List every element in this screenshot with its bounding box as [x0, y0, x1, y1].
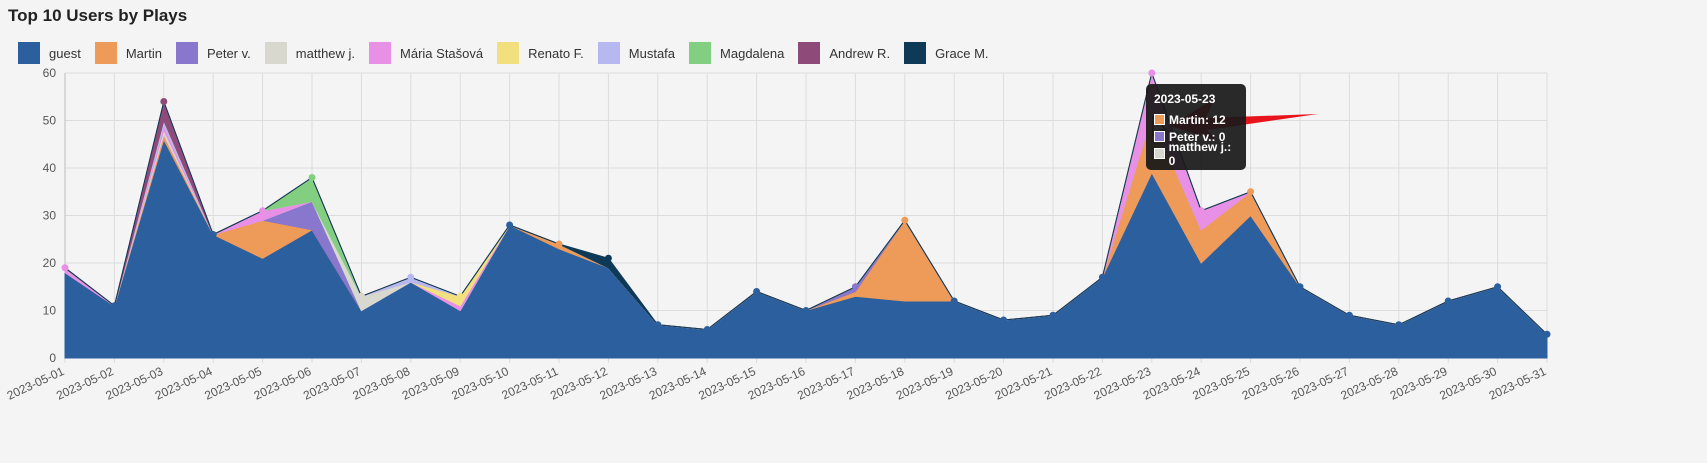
- data-point: [1098, 273, 1106, 281]
- legend-swatch: [497, 42, 520, 64]
- x-axis: 2023-05-012023-05-022023-05-032023-05-04…: [5, 364, 1549, 403]
- data-point: [1247, 188, 1255, 196]
- legend-swatch: [175, 42, 198, 64]
- data-point: [901, 216, 909, 224]
- data-point: [1148, 69, 1156, 77]
- chart-title: Top 10 Users by Plays: [8, 6, 188, 25]
- data-point: [950, 297, 958, 305]
- tooltip-swatch: [1154, 148, 1165, 159]
- tooltip-label: Martin: 12: [1169, 112, 1226, 127]
- legend-label: Martin: [125, 45, 162, 61]
- legend-label: Grace M.: [935, 45, 989, 61]
- data-point: [1197, 207, 1205, 215]
- tooltip-label: Peter v.: 0: [1169, 129, 1226, 144]
- data-point: [357, 292, 365, 300]
- data-point: [1296, 283, 1304, 291]
- legend-item-matthew[interactable]: matthew j.: [264, 42, 356, 64]
- data-point: [654, 321, 662, 329]
- data-point: [1494, 283, 1502, 291]
- legend-swatch: [369, 42, 392, 64]
- tooltip-row: Peter v.: 0: [1154, 128, 1238, 145]
- data-point: [259, 207, 267, 215]
- data-point: [61, 264, 69, 272]
- legend-swatch: [689, 42, 712, 64]
- legend-label: Andrew R.: [829, 45, 891, 61]
- tooltip-swatch: [1154, 114, 1165, 125]
- legend-label: Mustafa: [628, 45, 676, 61]
- data-point: [851, 283, 859, 291]
- data-point: [1444, 297, 1452, 305]
- tooltip-row: Martin: 12: [1154, 111, 1238, 128]
- legend-label: guest: [49, 45, 81, 61]
- chart-legend: guest Martin Peter v. matthew j. Mária S…: [18, 42, 1003, 64]
- legend-item-peter[interactable]: Peter v.: [175, 42, 251, 64]
- data-point: [160, 98, 168, 105]
- tooltip-label: matthew j.: 0: [1168, 139, 1232, 168]
- y-tick-label: 10: [43, 304, 57, 318]
- legend-swatch: [798, 42, 821, 64]
- tooltip-row: matthew j.: 0: [1154, 140, 1238, 168]
- data-point: [506, 221, 514, 229]
- data-point: [1000, 316, 1008, 324]
- data-point: [604, 254, 612, 262]
- data-point: [456, 292, 464, 300]
- data-point: [407, 273, 415, 281]
- data-tooltip: 2023-05-23 Martin: 12 Peter v.: 0 matthe…: [1146, 84, 1246, 170]
- tooltip-title: 2023-05-23: [1154, 92, 1216, 106]
- tooltip-swatch: [1154, 131, 1165, 142]
- chart-points: [61, 69, 1551, 338]
- legend-item-renato[interactable]: Renato F.: [497, 42, 584, 64]
- data-point: [753, 288, 761, 295]
- data-point: [802, 307, 810, 314]
- data-point: [1543, 330, 1551, 338]
- y-axis: 0 10 20 30 40 50 60: [43, 66, 57, 365]
- legend-swatch: [18, 42, 40, 64]
- y-tick-label: 60: [43, 66, 57, 80]
- data-point: [1049, 311, 1057, 319]
- data-point: [110, 302, 118, 310]
- legend-item-mustafa[interactable]: Mustafa: [597, 42, 676, 64]
- legend-item-magdalena[interactable]: Magdalena: [689, 42, 784, 64]
- legend-label: Peter v.: [206, 45, 251, 61]
- legend-item-guest[interactable]: guest: [18, 42, 81, 64]
- legend-item-maria[interactable]: Mária Stašová: [369, 42, 483, 64]
- y-tick-label: 0: [49, 351, 56, 365]
- y-tick-label: 40: [43, 161, 57, 175]
- legend-swatch: [904, 42, 927, 64]
- y-tick-label: 50: [43, 114, 57, 128]
- legend-swatch: [264, 42, 287, 64]
- legend-swatch: [597, 42, 620, 64]
- legend-item-grace[interactable]: Grace M.: [904, 42, 989, 64]
- x-tick-label: 2023-05-31: [1487, 364, 1549, 403]
- legend-item-martin[interactable]: Martin: [94, 42, 162, 64]
- y-tick-label: 30: [43, 209, 57, 223]
- legend-swatch: [94, 42, 117, 64]
- data-point: [703, 326, 711, 333]
- y-tick-label: 20: [43, 256, 57, 270]
- legend-item-andrew[interactable]: Andrew R.: [798, 42, 890, 64]
- data-point: [1395, 321, 1403, 329]
- data-point: [209, 231, 217, 238]
- legend-label: Mária Stašová: [400, 45, 484, 61]
- legend-label: Magdalena: [720, 45, 785, 61]
- legend-label: Renato F.: [528, 45, 584, 61]
- data-point: [555, 240, 563, 248]
- legend-label: matthew j.: [295, 45, 356, 61]
- data-point: [308, 174, 316, 181]
- data-point: [1345, 311, 1353, 319]
